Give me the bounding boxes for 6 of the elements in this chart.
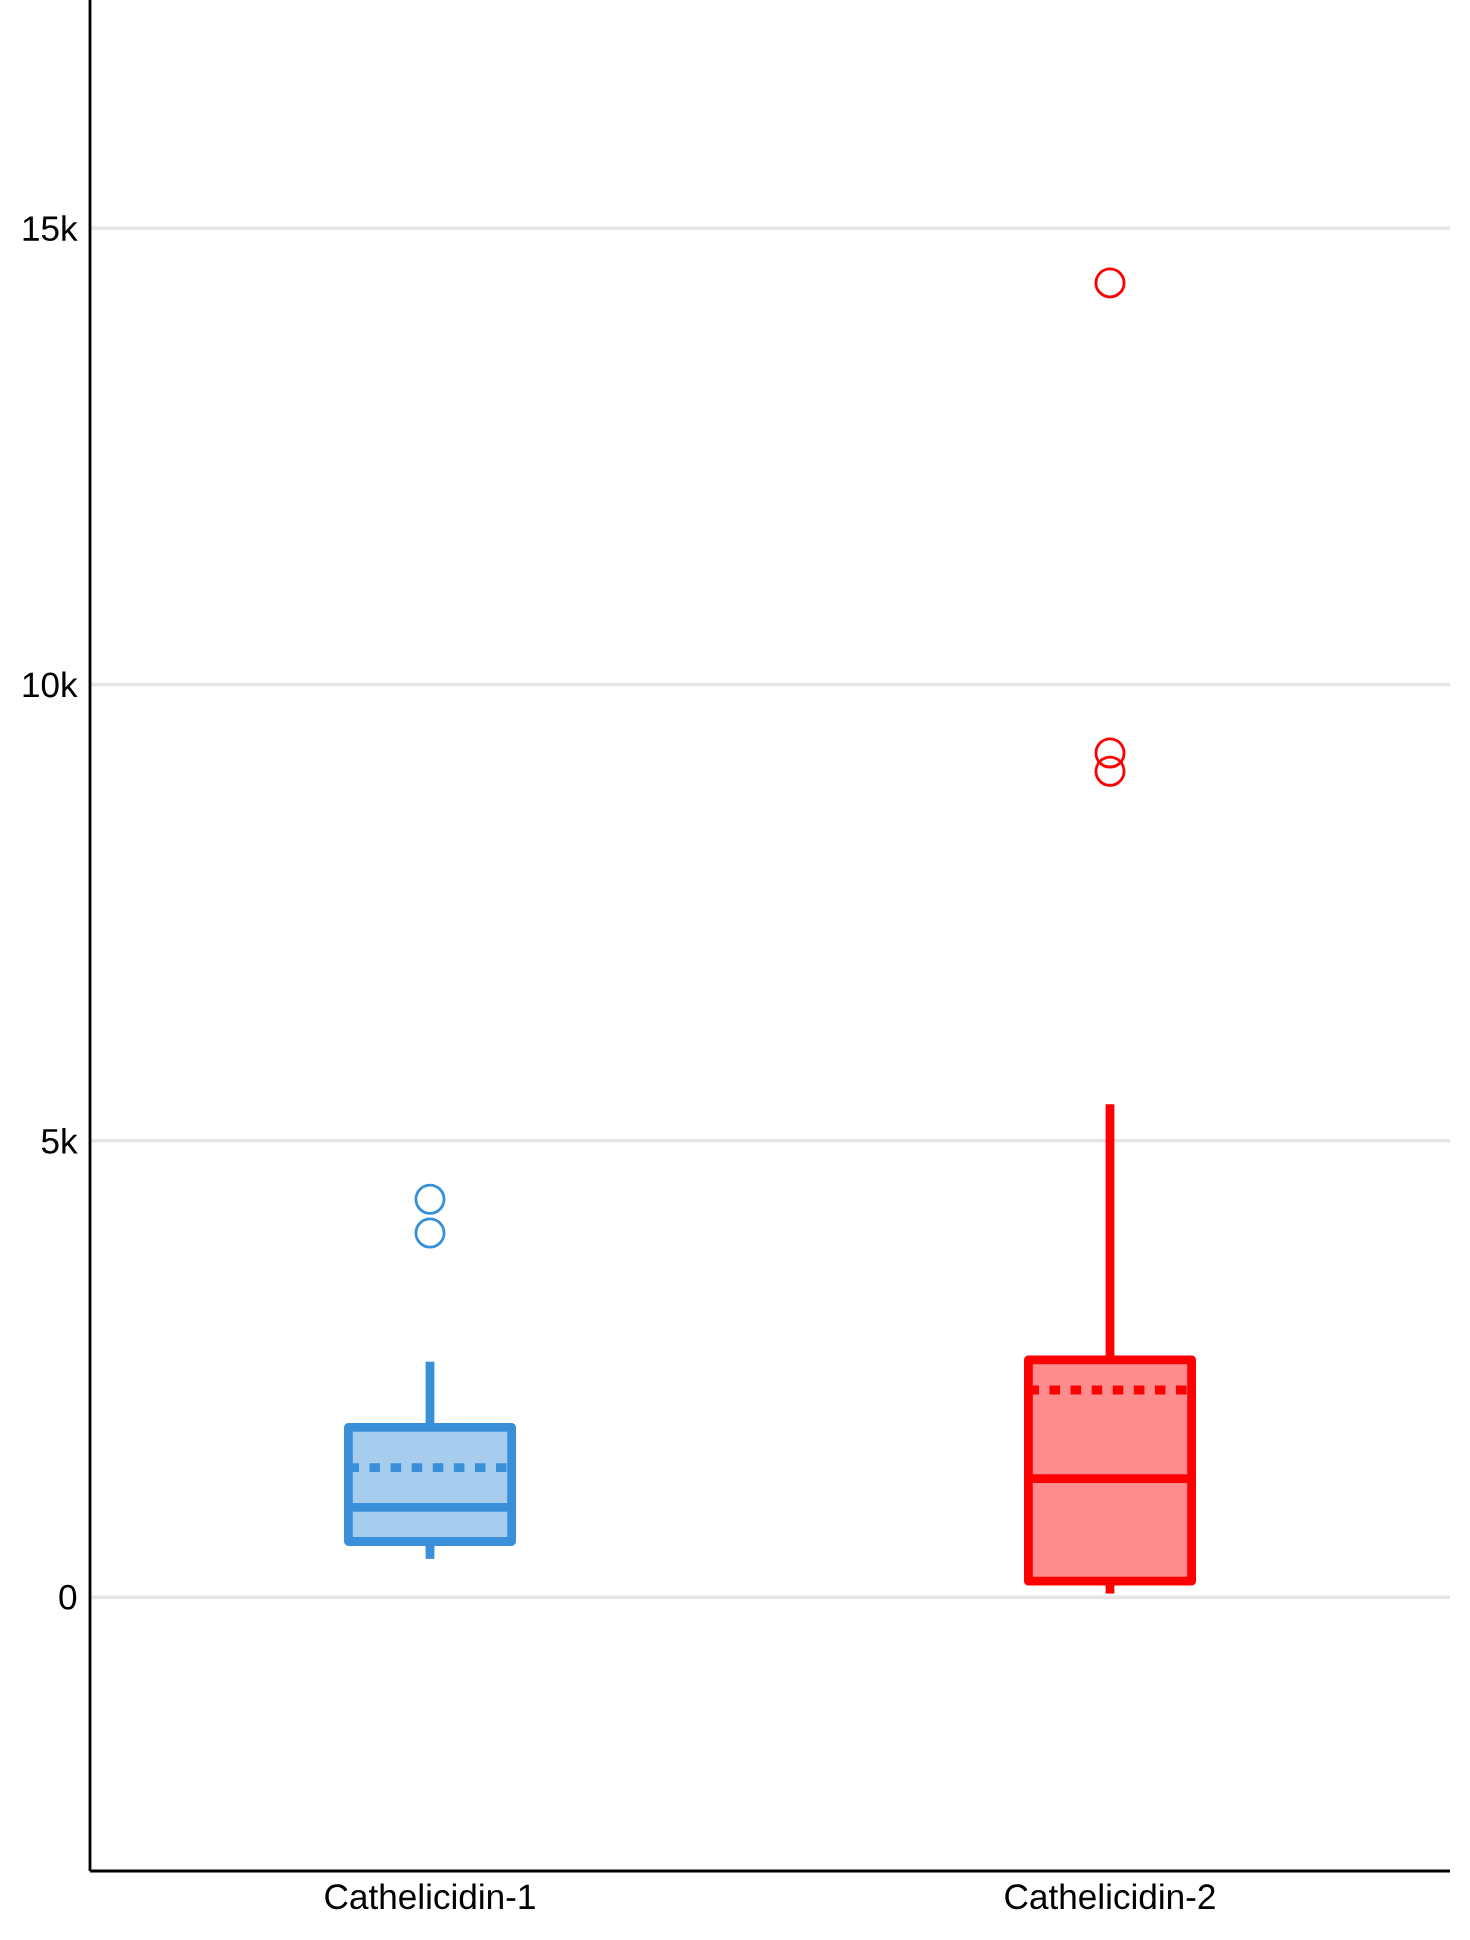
x-tick-label: Cathelicidin-1 xyxy=(325,1883,535,1910)
y-tick-label: 15k xyxy=(23,215,78,242)
y-tick-label: 0 xyxy=(59,1584,77,1610)
x-tick-label: Cathelicidin-2 xyxy=(1005,1883,1215,1910)
y-tick-label: 10k xyxy=(23,671,78,698)
y-tick-label: 5k xyxy=(41,1127,78,1154)
